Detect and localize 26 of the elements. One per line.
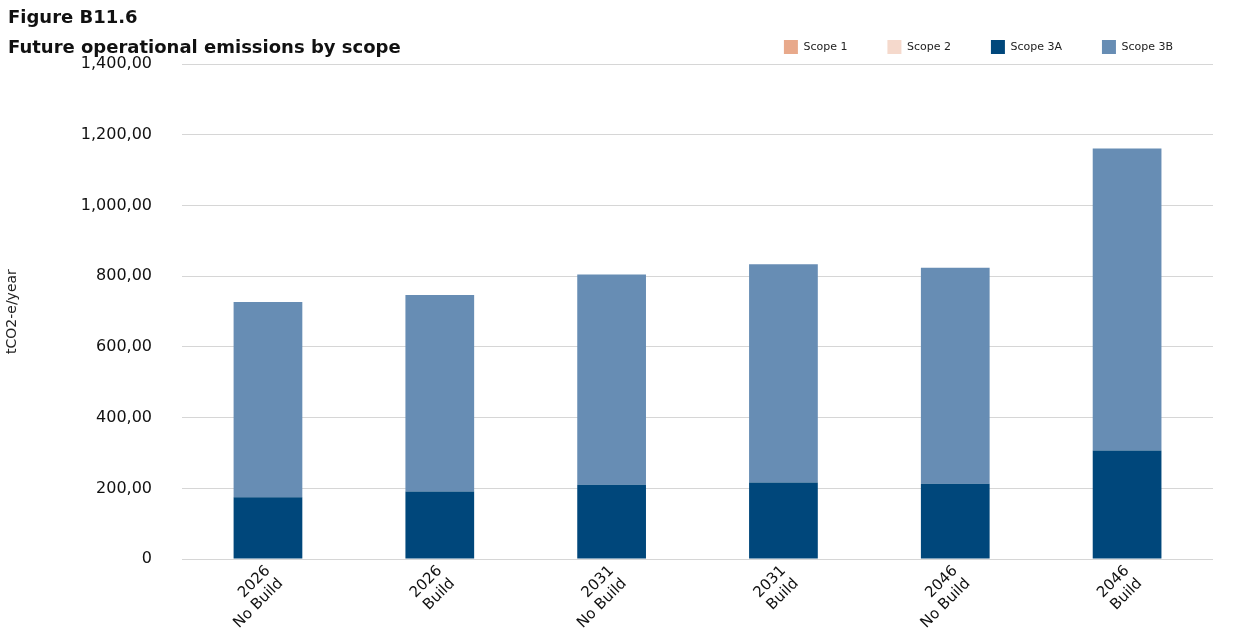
- legend-label: Scope 3B: [1121, 39, 1174, 53]
- chart-title: Figure B11.6: [8, 5, 139, 29]
- chart-subtitle: Future operational emissions by scope: [8, 35, 401, 57]
- y-tick-label: 600,00: [96, 336, 153, 356]
- bar: [749, 482, 818, 559]
- y-tick-label: 200,00: [96, 477, 153, 497]
- legend-label: Scope 3A: [1010, 39, 1063, 53]
- y-axis-title: tCO2-e/year: [3, 268, 20, 354]
- bar: [233, 497, 303, 559]
- y-tick-label: 800,00: [96, 265, 153, 285]
- bar: [920, 267, 990, 484]
- y-tick-label: 1,000,00: [80, 194, 153, 214]
- legend-label: Scope 2: [906, 39, 951, 53]
- bar: [577, 274, 646, 485]
- bar: [233, 302, 303, 498]
- bar: [577, 484, 646, 559]
- bar: [1092, 148, 1162, 451]
- y-tick-label: 0: [141, 548, 153, 568]
- bar: [920, 483, 990, 559]
- bar: [749, 264, 818, 483]
- bar: [405, 294, 475, 492]
- y-tick-label: 400,00: [96, 406, 153, 426]
- bar: [405, 491, 475, 559]
- bar: [1092, 450, 1162, 559]
- y-tick-label: 1,200,00: [80, 123, 153, 143]
- legend-label: Scope 1: [803, 39, 848, 53]
